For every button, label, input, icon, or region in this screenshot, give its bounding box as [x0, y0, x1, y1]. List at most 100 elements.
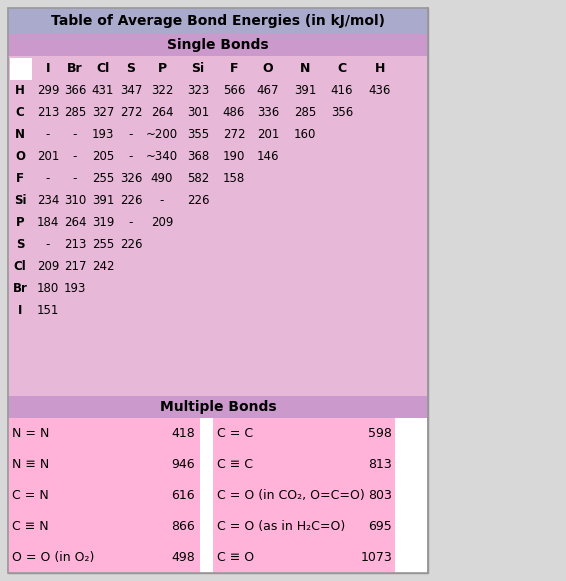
- Text: 566: 566: [223, 84, 245, 98]
- Text: F: F: [230, 63, 238, 76]
- Text: 272: 272: [223, 128, 245, 142]
- Text: 146: 146: [257, 150, 279, 163]
- Text: 1073: 1073: [360, 551, 392, 564]
- Text: 190: 190: [223, 150, 245, 163]
- Bar: [213, 418, 395, 573]
- Text: 803: 803: [368, 489, 392, 502]
- Text: Multiple Bonds: Multiple Bonds: [160, 400, 276, 414]
- Text: 582: 582: [187, 173, 209, 185]
- Text: C = C: C = C: [217, 427, 253, 440]
- Text: S: S: [126, 63, 135, 76]
- Text: -: -: [46, 238, 50, 252]
- Text: -: -: [73, 150, 77, 163]
- Bar: [8, 8, 428, 573]
- Text: Table of Average Bond Energies (in kJ/mol): Table of Average Bond Energies (in kJ/mo…: [51, 14, 385, 28]
- Text: 180: 180: [37, 282, 59, 296]
- Text: 356: 356: [331, 106, 353, 120]
- Text: 213: 213: [64, 238, 86, 252]
- Text: N = N: N = N: [12, 427, 49, 440]
- Text: S: S: [16, 238, 24, 252]
- Text: 391: 391: [294, 84, 316, 98]
- Text: N ≡ N: N ≡ N: [12, 458, 49, 471]
- Text: I: I: [18, 304, 22, 317]
- Text: Single Bonds: Single Bonds: [167, 38, 269, 52]
- Text: N: N: [300, 63, 310, 76]
- Text: 226: 226: [120, 238, 142, 252]
- Text: C ≡ O: C ≡ O: [217, 551, 254, 564]
- Text: 213: 213: [37, 106, 59, 120]
- Bar: [8, 56, 428, 396]
- Text: O: O: [263, 63, 273, 76]
- Text: C = N: C = N: [12, 489, 49, 502]
- Text: 486: 486: [223, 106, 245, 120]
- Bar: [8, 8, 428, 34]
- Text: 201: 201: [257, 128, 279, 142]
- Text: 272: 272: [120, 106, 142, 120]
- Text: 255: 255: [92, 238, 114, 252]
- Text: 695: 695: [368, 520, 392, 533]
- Text: -: -: [73, 128, 77, 142]
- Text: O = O (in O₂): O = O (in O₂): [12, 551, 95, 564]
- Text: Cl: Cl: [96, 63, 110, 76]
- Text: Br: Br: [12, 282, 27, 296]
- Text: Cl: Cl: [14, 260, 27, 274]
- Text: 205: 205: [92, 150, 114, 163]
- Text: 946: 946: [171, 458, 195, 471]
- Text: 498: 498: [171, 551, 195, 564]
- Text: H: H: [375, 63, 385, 76]
- Text: P: P: [16, 217, 24, 229]
- Text: 326: 326: [120, 173, 142, 185]
- Text: -: -: [73, 173, 77, 185]
- Text: 322: 322: [151, 84, 173, 98]
- Text: 368: 368: [187, 150, 209, 163]
- Text: 301: 301: [187, 106, 209, 120]
- Text: C: C: [337, 63, 346, 76]
- Bar: [8, 418, 200, 573]
- Text: -: -: [46, 173, 50, 185]
- Text: H: H: [15, 84, 25, 98]
- Text: C ≡ C: C ≡ C: [217, 458, 253, 471]
- Text: 436: 436: [369, 84, 391, 98]
- Text: F: F: [16, 173, 24, 185]
- Text: 160: 160: [294, 128, 316, 142]
- Text: 158: 158: [223, 173, 245, 185]
- Text: P: P: [157, 63, 166, 76]
- Text: 336: 336: [257, 106, 279, 120]
- Bar: [8, 34, 428, 56]
- Bar: [8, 396, 428, 418]
- Text: 416: 416: [331, 84, 353, 98]
- Text: Si: Si: [14, 195, 26, 207]
- Text: C ≡ N: C ≡ N: [12, 520, 49, 533]
- Text: 347: 347: [120, 84, 142, 98]
- Text: 184: 184: [37, 217, 59, 229]
- Text: Si: Si: [191, 63, 204, 76]
- Text: Br: Br: [67, 63, 83, 76]
- Text: 226: 226: [120, 195, 142, 207]
- Text: 217: 217: [64, 260, 86, 274]
- Text: 264: 264: [151, 106, 173, 120]
- Text: 598: 598: [368, 427, 392, 440]
- Text: -: -: [129, 128, 133, 142]
- Text: 226: 226: [187, 195, 209, 207]
- Text: 209: 209: [37, 260, 59, 274]
- Text: 616: 616: [171, 489, 195, 502]
- Text: 323: 323: [187, 84, 209, 98]
- Text: 299: 299: [37, 84, 59, 98]
- Text: C: C: [16, 106, 24, 120]
- Text: ~200: ~200: [146, 128, 178, 142]
- Text: O: O: [15, 150, 25, 163]
- Text: -: -: [129, 150, 133, 163]
- Text: N: N: [15, 128, 25, 142]
- Text: -: -: [129, 217, 133, 229]
- Text: 242: 242: [92, 260, 114, 274]
- Text: 234: 234: [37, 195, 59, 207]
- Text: 201: 201: [37, 150, 59, 163]
- Text: 255: 255: [92, 173, 114, 185]
- Text: 366: 366: [64, 84, 86, 98]
- Text: ~340: ~340: [146, 150, 178, 163]
- Text: I: I: [46, 63, 50, 76]
- Text: 866: 866: [171, 520, 195, 533]
- Text: 327: 327: [92, 106, 114, 120]
- Text: 193: 193: [92, 128, 114, 142]
- Bar: [10, 58, 32, 80]
